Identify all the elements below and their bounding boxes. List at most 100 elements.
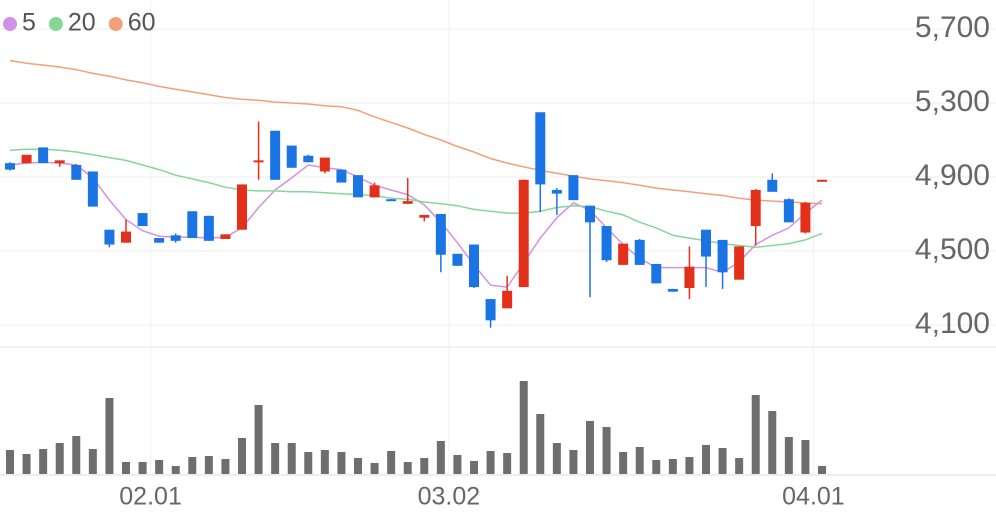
volume-bar bbox=[503, 453, 512, 474]
candle-body bbox=[121, 231, 131, 243]
candle-body bbox=[54, 160, 65, 164]
ma-line bbox=[9, 59, 823, 205]
volume-bar bbox=[801, 440, 810, 474]
volume-bar bbox=[619, 452, 628, 474]
y-tick-label: 4,900 bbox=[915, 159, 990, 192]
volume-bar bbox=[685, 457, 694, 474]
volume-bar bbox=[39, 449, 48, 474]
volume-bar bbox=[354, 458, 362, 474]
candle-body bbox=[634, 239, 645, 265]
y-tick-label: 5,700 bbox=[915, 11, 990, 44]
volume-bar bbox=[602, 427, 611, 474]
candle-body bbox=[518, 179, 529, 288]
candle-body bbox=[734, 246, 745, 280]
volume-bar bbox=[420, 458, 429, 474]
candle-body bbox=[303, 155, 314, 163]
candle-body bbox=[750, 189, 761, 227]
x-tick-label: 03.02 bbox=[418, 483, 481, 511]
candle-body bbox=[386, 199, 397, 202]
volume-bar bbox=[552, 443, 561, 474]
volume-bar bbox=[254, 405, 263, 474]
volume-bar bbox=[22, 454, 31, 474]
volume-bar bbox=[768, 411, 777, 474]
candle-body bbox=[402, 201, 413, 204]
candle-body bbox=[783, 199, 794, 223]
volume-bar bbox=[453, 455, 462, 474]
candle-body bbox=[253, 160, 264, 163]
legend-label: 5 bbox=[22, 9, 36, 37]
candle-body bbox=[701, 229, 711, 257]
candle-body bbox=[154, 238, 165, 243]
volume-bar bbox=[287, 443, 296, 474]
volume-bar bbox=[735, 458, 744, 474]
y-tick-label: 4,500 bbox=[915, 233, 990, 266]
volume-bar bbox=[702, 445, 710, 474]
candle-body bbox=[502, 290, 513, 309]
candle-body bbox=[187, 211, 198, 239]
candle-body bbox=[535, 112, 546, 185]
candle-body bbox=[137, 213, 148, 227]
candle-body bbox=[353, 175, 363, 198]
candle-body bbox=[419, 214, 430, 218]
volume-bar bbox=[221, 459, 230, 474]
volume-bar bbox=[138, 462, 147, 474]
candle-body bbox=[585, 205, 595, 223]
candle-body bbox=[435, 214, 446, 255]
candle-body bbox=[817, 179, 827, 182]
volume-bar bbox=[436, 441, 445, 474]
volume-bar bbox=[55, 443, 64, 474]
candle-body bbox=[319, 157, 330, 172]
candle-body bbox=[170, 235, 181, 241]
volume-bar bbox=[751, 395, 760, 474]
candle-body bbox=[369, 185, 380, 198]
candle-body bbox=[21, 154, 32, 164]
volume-bar bbox=[271, 443, 280, 474]
candle-body bbox=[203, 215, 214, 241]
legend-label: 60 bbox=[128, 9, 156, 37]
candle-body bbox=[800, 202, 811, 233]
candle-body bbox=[270, 130, 281, 180]
volume-bar bbox=[668, 459, 677, 474]
ma-line bbox=[9, 161, 823, 288]
volume-bar bbox=[470, 461, 478, 474]
volume-bar bbox=[337, 452, 346, 474]
volume-bar bbox=[652, 460, 661, 474]
candle-body bbox=[237, 184, 247, 230]
volume-bar bbox=[304, 452, 313, 474]
volume-bar bbox=[122, 462, 130, 474]
volume-bar bbox=[155, 460, 164, 474]
legend-marker bbox=[48, 17, 63, 31]
volume-bar bbox=[88, 449, 97, 474]
volume-bar bbox=[238, 438, 246, 474]
volume-bar bbox=[486, 451, 495, 474]
volume-bar bbox=[204, 456, 213, 474]
volume-bar bbox=[370, 463, 379, 474]
candle-body bbox=[286, 145, 297, 168]
y-tick-label: 4,100 bbox=[915, 307, 990, 340]
candle-body bbox=[336, 169, 347, 183]
ma-line bbox=[9, 148, 823, 249]
volume-bar bbox=[387, 451, 396, 474]
volume-bar bbox=[586, 421, 594, 474]
candle-body bbox=[452, 253, 463, 266]
candle-body bbox=[87, 171, 98, 207]
candle-body bbox=[618, 243, 629, 265]
volume-bar bbox=[635, 447, 644, 474]
candle-body bbox=[71, 164, 82, 180]
candle-body bbox=[104, 229, 115, 245]
volume-bar bbox=[784, 437, 793, 474]
volume-bar bbox=[171, 466, 180, 474]
candle-body bbox=[684, 266, 695, 288]
candle-body bbox=[767, 179, 778, 192]
x-tick-label: 02.01 bbox=[119, 483, 182, 511]
candle-body bbox=[568, 175, 579, 201]
volume-bar bbox=[569, 450, 578, 474]
volume-bar bbox=[72, 436, 81, 474]
volume-bar bbox=[320, 450, 329, 474]
candle-body bbox=[667, 288, 678, 292]
candle-body bbox=[601, 226, 612, 261]
volume-bar bbox=[818, 466, 826, 474]
candle-body bbox=[469, 244, 479, 288]
